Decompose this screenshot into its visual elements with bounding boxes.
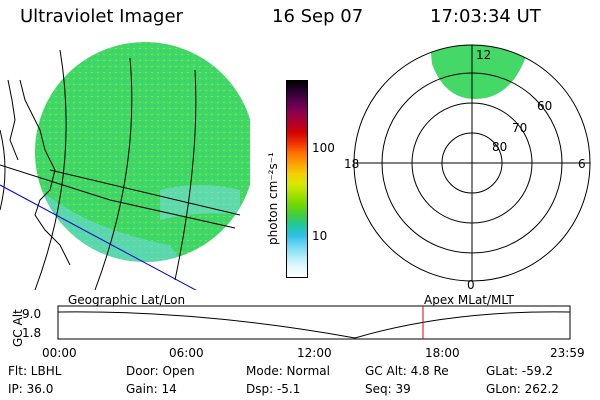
geographic-caption: Geographic Lat/Lon [68, 293, 186, 307]
ip-label: IP: 36.0 [8, 382, 54, 396]
polar-emission [430, 45, 530, 99]
filter-label: Flt: LBHL [8, 364, 62, 378]
y-tick-1.8: 1.8 [22, 326, 41, 340]
mlt-label-0: 0 [467, 278, 475, 292]
door-label: Door: Open [126, 364, 195, 378]
lat-label-60: 60 [537, 99, 552, 113]
seq-label: Seq: 39 [365, 382, 411, 396]
time-label: 17:03:34 UT [430, 6, 541, 27]
mlt-label-18: 18 [344, 157, 359, 171]
altitude-curve [57, 311, 571, 339]
polar-plot: 12 0 18 6 60 70 80 [344, 44, 591, 292]
lat-label-70: 70 [512, 121, 527, 135]
colorbar [286, 80, 308, 278]
polar-caption: Apex MLat/MLT [424, 293, 514, 307]
mlt-label-12: 12 [476, 48, 491, 62]
colorbar-tick: 100 [312, 141, 335, 155]
x-tick-2359: 23:59 [550, 346, 585, 360]
timeline-axis-label: GC Alt [11, 309, 25, 347]
x-tick-0600: 06:00 [169, 346, 204, 360]
geographic-map [0, 42, 250, 290]
mlt-label-6: 6 [578, 157, 586, 171]
terminator-line [0, 184, 197, 290]
coastline [19, 79, 71, 266]
colorbar-tick: 10 [312, 229, 328, 243]
glat-label: GLat: -59.2 [486, 364, 553, 378]
dsp-label: Dsp: -5.1 [246, 382, 301, 396]
glon-label: GLon: 262.2 [486, 382, 559, 396]
gc-alt-label: GC Alt: 4.8 Re [365, 364, 449, 378]
date-label: 16 Sep 07 [272, 6, 364, 27]
lat-label-80: 80 [492, 140, 507, 154]
x-tick-0000: 00:00 [42, 346, 77, 360]
x-tick-1800: 18:00 [425, 346, 460, 360]
y-tick-9: 9.0 [22, 307, 41, 321]
altitude-timeline: GC Alt 9.0 1.8 00:00 06:00 12:00 18:00 2… [11, 305, 585, 360]
gain-label: Gain: 14 [126, 382, 177, 396]
x-tick-1200: 12:00 [297, 346, 332, 360]
instrument-title: Ultraviolet Imager [20, 6, 183, 27]
colorbar-unit-label: photon cm⁻²s⁻¹ [266, 152, 280, 245]
mode-label: Mode: Normal [246, 364, 330, 378]
